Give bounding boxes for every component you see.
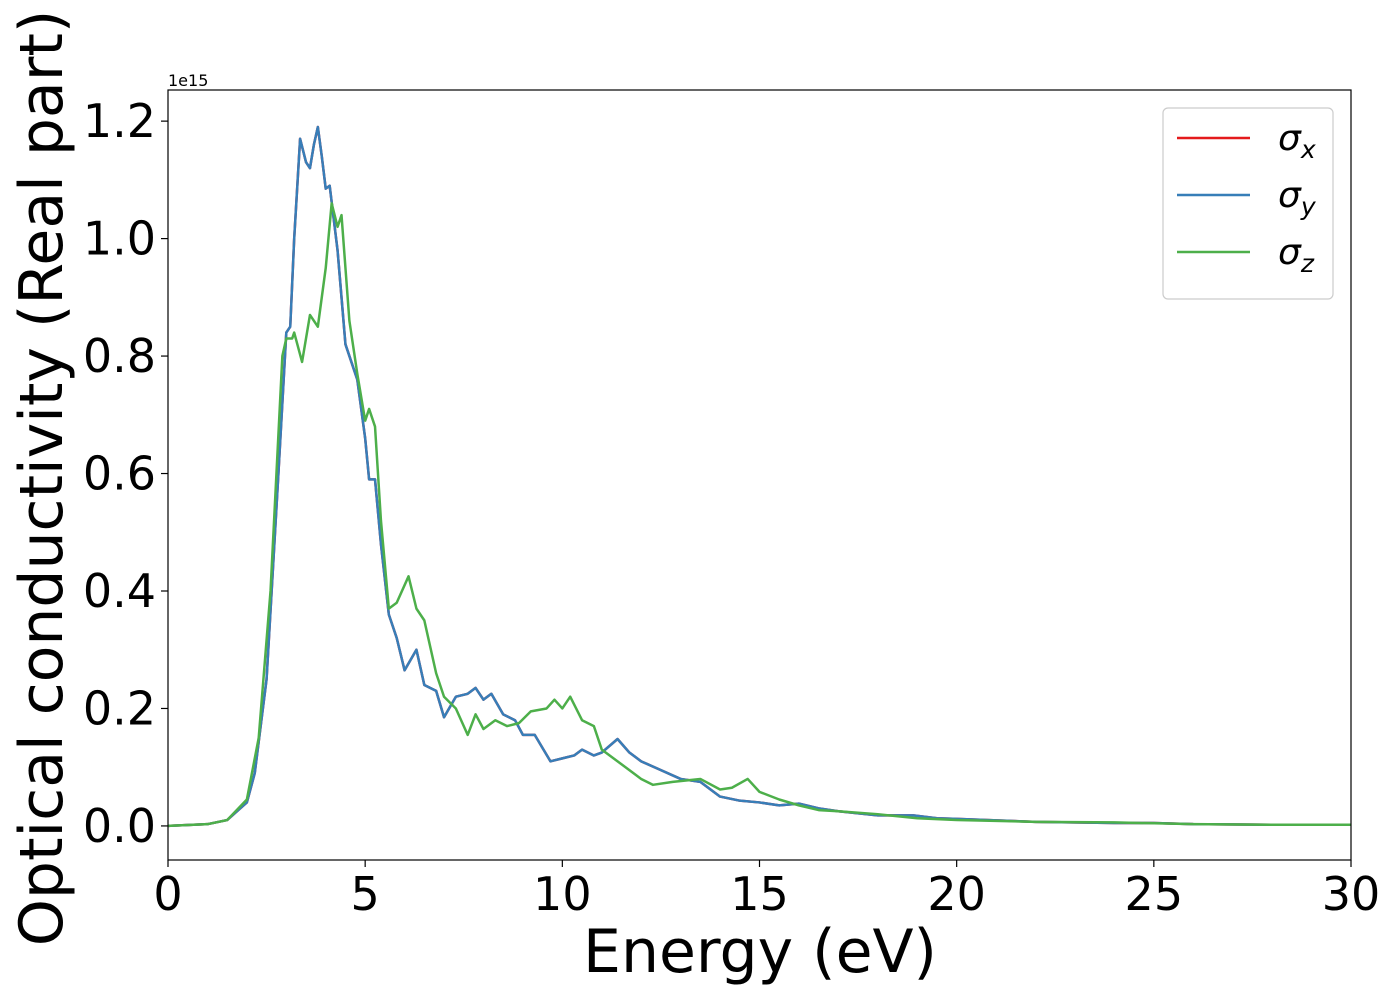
x-tick-label: 5 [351,867,380,921]
y-tick-label: 0.0 [83,799,156,853]
y-tick-label: 1.0 [83,212,156,266]
x-axis-label: Energy (eV) [583,917,937,987]
plot-frame [167,89,1352,861]
data-line [168,125,1351,828]
x-tick-label: 25 [1125,867,1184,921]
legend-label: σx [1278,118,1316,164]
x-tick-label: 15 [730,867,789,921]
data-line [168,202,1351,828]
x-tick-label: 20 [927,867,986,921]
x-tick-label: 30 [1322,867,1381,921]
legend-label: σz [1278,232,1315,278]
y-tick-label: 0.4 [83,564,156,618]
x-tick-label: 0 [153,867,182,921]
y-offset-text: 1e15 [168,71,208,90]
legend-label: σy [1278,175,1317,221]
y-tick-label: 1.2 [83,94,156,148]
y-tick-label: 0.2 [83,681,156,735]
y-tick-label: 0.6 [83,447,156,501]
x-tick-label: 10 [533,867,592,921]
y-axis-label: Optical conductivity (Real part) [7,10,77,947]
y-tick-label: 0.8 [83,329,156,383]
